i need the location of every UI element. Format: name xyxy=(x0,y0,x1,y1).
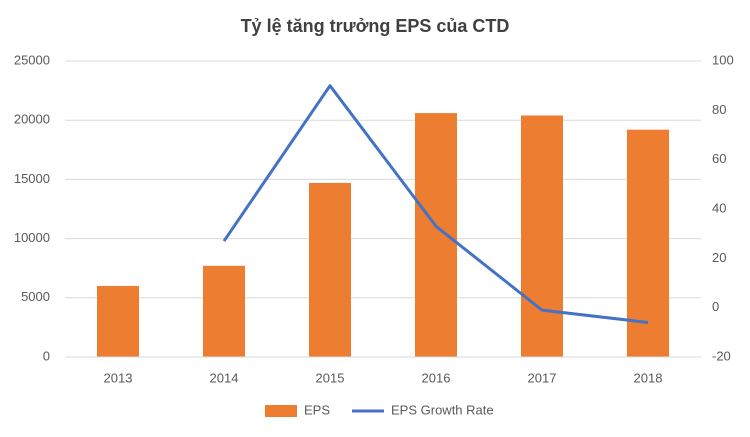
y-tick-label: 20000 xyxy=(14,112,50,127)
y-tick-label: 25000 xyxy=(14,52,50,67)
bar xyxy=(521,115,563,358)
y2-tick-label: 100 xyxy=(712,52,734,67)
y2-tick-label: -20 xyxy=(712,348,731,363)
chart-title: Tỷ lệ tăng trưởng EPS của CTD xyxy=(241,16,510,36)
y2-tick-label: 40 xyxy=(712,200,726,215)
legend-label: EPS Growth Rate xyxy=(391,402,494,417)
line xyxy=(222,84,649,324)
x-tick-label: 2013 xyxy=(104,370,133,385)
bar xyxy=(415,113,457,357)
y2-tick-label: 0 xyxy=(712,299,719,314)
y2-tick-label: 60 xyxy=(712,151,726,166)
legend-swatch xyxy=(265,405,297,417)
y-tick-label: 0 xyxy=(43,348,50,363)
y-tick-label: 15000 xyxy=(14,171,50,186)
x-tick-label: 2017 xyxy=(528,370,557,385)
x-tick-label: 2014 xyxy=(210,370,239,385)
y-tick-label: 10000 xyxy=(14,230,50,245)
legend-label: EPS xyxy=(304,402,330,417)
y2-tick-label: 80 xyxy=(712,102,726,117)
x-tick-label: 2015 xyxy=(316,370,345,385)
bar xyxy=(309,182,351,357)
bar xyxy=(627,129,669,357)
x-tick-label: 2018 xyxy=(634,370,663,385)
x-tick-label: 2016 xyxy=(422,370,451,385)
y2-tick-label: 20 xyxy=(712,250,726,265)
bar xyxy=(97,285,139,357)
y-tick-label: 5000 xyxy=(21,289,50,304)
bar xyxy=(203,265,245,357)
